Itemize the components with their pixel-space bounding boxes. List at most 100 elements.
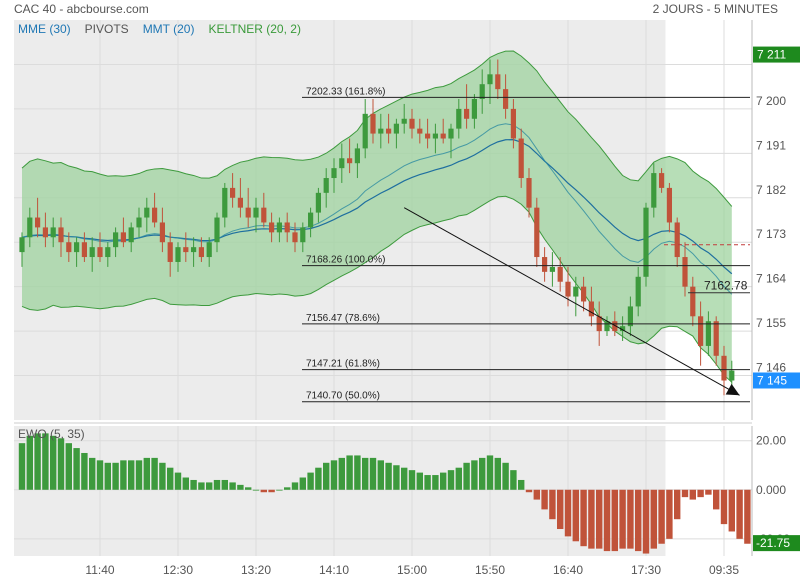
candle-body-77 bbox=[620, 326, 626, 332]
ewo-bar-75 bbox=[603, 489, 611, 552]
ewo-bar-7 bbox=[73, 448, 80, 490]
price-tag-price bbox=[753, 46, 800, 63]
candle-body-66 bbox=[534, 207, 540, 258]
candle-body-7 bbox=[74, 242, 80, 253]
candle-body-40 bbox=[331, 168, 337, 179]
ewo-bar-74 bbox=[596, 489, 603, 549]
ewo-bar-50 bbox=[408, 470, 416, 490]
ewo-bar-11 bbox=[104, 462, 111, 490]
y-tick-label-4: 7 182 bbox=[756, 183, 786, 197]
candle-body-9 bbox=[89, 247, 95, 258]
candle-body-69 bbox=[557, 266, 563, 282]
candle-body-78 bbox=[627, 306, 633, 327]
ewo-bar-6 bbox=[65, 443, 72, 490]
candle-body-85 bbox=[682, 257, 688, 287]
candle-body-38 bbox=[315, 192, 321, 213]
ewo-bar-35 bbox=[291, 482, 299, 490]
candle-body-50 bbox=[409, 118, 415, 129]
legend-item-2: MMT (20) bbox=[143, 22, 195, 36]
candle-body-43 bbox=[354, 148, 360, 164]
ewo-bar-41 bbox=[338, 457, 345, 490]
ewo-bar-89 bbox=[713, 489, 720, 510]
candle-body-88 bbox=[705, 321, 711, 346]
price-tag-last bbox=[753, 372, 800, 389]
ewo-bar-33 bbox=[276, 489, 283, 491]
candle-body-2 bbox=[35, 217, 41, 228]
candle-body-80 bbox=[643, 207, 649, 277]
candle-body-71 bbox=[573, 286, 579, 297]
candle-body-73 bbox=[588, 301, 594, 317]
candle-body-86 bbox=[690, 286, 696, 317]
ewo-bar-55 bbox=[447, 470, 455, 490]
ewo-bar-85 bbox=[681, 489, 689, 498]
x-tick-label-1: 12:30 bbox=[163, 563, 193, 577]
candle-body-45 bbox=[370, 113, 376, 134]
candle-body-39 bbox=[323, 178, 329, 193]
ewo-bar-71 bbox=[572, 489, 579, 542]
ewo-bar-60 bbox=[486, 455, 494, 490]
ewo-bar-42 bbox=[346, 455, 353, 490]
ewo-bar-19 bbox=[167, 467, 174, 490]
price-tag-label-price: 7 211 bbox=[757, 48, 786, 62]
candle-body-57 bbox=[464, 108, 470, 119]
keltner-fill bbox=[22, 51, 732, 383]
ewo-bar-57 bbox=[463, 462, 470, 490]
candle-body-44 bbox=[362, 113, 368, 149]
ewo-last-tag bbox=[753, 535, 800, 552]
ewo-bar-86 bbox=[689, 489, 696, 500]
ewo-bar-44 bbox=[362, 457, 369, 490]
candle-body-67 bbox=[542, 257, 548, 272]
ewo-bar-38 bbox=[315, 467, 322, 490]
ewo-bar-92 bbox=[736, 489, 743, 539]
candle-body-59 bbox=[479, 84, 485, 100]
ewo-bar-54 bbox=[440, 472, 447, 490]
candle-body-5 bbox=[58, 227, 64, 243]
ewo-bar-93 bbox=[744, 489, 751, 544]
candle-body-22 bbox=[191, 247, 197, 253]
ewo-bar-26 bbox=[221, 479, 228, 490]
ewo-bar-31 bbox=[260, 489, 267, 493]
ewo-bar-14 bbox=[128, 460, 135, 490]
ewo-bar-77 bbox=[619, 489, 626, 549]
candle-body-27 bbox=[230, 187, 236, 198]
fib-label-1: 7168.26 (100.0%) bbox=[306, 255, 386, 266]
ewo-bar-64 bbox=[518, 479, 525, 490]
candle-body-54 bbox=[440, 133, 446, 139]
candle-body-10 bbox=[97, 247, 103, 258]
candle-body-75 bbox=[604, 321, 610, 332]
fib-label-2: 7156.47 (78.6%) bbox=[306, 313, 380, 324]
candle-body-72 bbox=[581, 286, 587, 302]
ewo-bar-37 bbox=[307, 472, 314, 490]
ewo-bar-16 bbox=[143, 457, 150, 490]
candle-body-76 bbox=[612, 321, 618, 332]
ewo-last-tag-label: -21.75 bbox=[756, 536, 790, 550]
trend-arrow[interactable] bbox=[403, 207, 740, 396]
ewo-bar-51 bbox=[416, 472, 423, 490]
ewo-bar-87 bbox=[697, 489, 704, 498]
chart-period: 2 JOURS - 5 MINUTES bbox=[652, 2, 778, 16]
candle-body-8 bbox=[81, 242, 87, 258]
ewo-bar-69 bbox=[557, 489, 564, 530]
candle-body-46 bbox=[378, 128, 384, 134]
candle-body-21 bbox=[183, 247, 189, 253]
candle-body-87 bbox=[698, 316, 704, 346]
ewo-bar-15 bbox=[135, 460, 143, 490]
ewo-bar-27 bbox=[229, 482, 236, 490]
ewo-bar-39 bbox=[323, 462, 330, 490]
ewo-bar-76 bbox=[611, 489, 618, 552]
ewo-bar-88 bbox=[705, 489, 712, 495]
legend-item-0: MME (30) bbox=[18, 22, 71, 36]
y-tick-label-0: 7 146 bbox=[756, 361, 786, 375]
candle-body-89 bbox=[713, 321, 719, 356]
x-tick-label-6: 16:40 bbox=[553, 563, 583, 577]
ewo-bar-47 bbox=[385, 462, 392, 490]
candle-body-36 bbox=[300, 227, 306, 243]
candle-body-47 bbox=[386, 128, 392, 134]
ewo-bar-5 bbox=[57, 438, 65, 490]
keltner-upper bbox=[21, 50, 733, 207]
candle-body-13 bbox=[120, 232, 126, 243]
ewo-bar-66 bbox=[533, 489, 540, 500]
y-tick-label-2: 7 164 bbox=[756, 272, 786, 286]
candle-body-37 bbox=[308, 212, 314, 228]
